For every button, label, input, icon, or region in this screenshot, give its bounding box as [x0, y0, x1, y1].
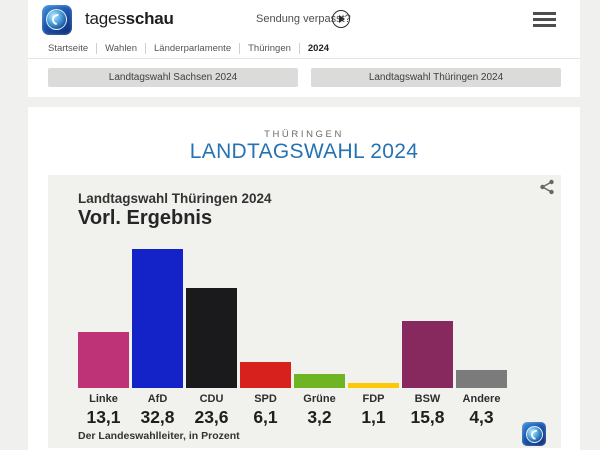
- bar-column-cdu: CDU 23,6: [186, 249, 237, 428]
- party-label: FDP: [362, 393, 385, 405]
- tagesschau-logo-icon: [522, 422, 546, 446]
- bar-column-fdp: FDP 1,1: [348, 249, 399, 428]
- bar-chart: Linke 13,1 AfD 32,8 CDU 23,6 SPD 6,1 Grüne 3,2 FDP…: [78, 249, 507, 428]
- header: tagesschau Sendung verpasst? Startseite W…: [28, 0, 580, 97]
- bar-wrap: [402, 249, 453, 388]
- bar-afd: [132, 249, 183, 388]
- bar-column-bsw: BSW 15,8: [402, 249, 453, 428]
- breadcrumb-item-wahlen[interactable]: Wahlen: [105, 42, 137, 54]
- tab-landtagswahl-thueringen[interactable]: Landtagswahl Thüringen 2024: [311, 68, 561, 87]
- tab-landtagswahl-sachsen[interactable]: Landtagswahl Sachsen 2024: [48, 68, 298, 87]
- breadcrumb-separator: [96, 42, 98, 54]
- bar-column-grüne: Grüne 3,2: [294, 249, 345, 428]
- menu-icon[interactable]: [533, 12, 556, 27]
- party-value: 32,8: [140, 407, 175, 427]
- bar-column-spd: SPD 6,1: [240, 249, 291, 428]
- sendung-verpasst-link[interactable]: Sendung verpasst?: [256, 13, 351, 25]
- bar-column-afd: AfD 32,8: [132, 249, 183, 428]
- party-value: 15,8: [410, 407, 445, 427]
- bar-wrap: [240, 249, 291, 388]
- party-label: Grüne: [303, 393, 336, 405]
- breadcrumb-item-2024[interactable]: 2024: [307, 42, 330, 54]
- bar-column-linke: Linke 13,1: [78, 249, 129, 428]
- party-label: BSW: [414, 393, 441, 405]
- share-icon[interactable]: [539, 179, 555, 195]
- menu-bar: [533, 12, 556, 15]
- tagesschau-logo-icon[interactable]: [42, 5, 72, 35]
- brand-wordmark[interactable]: tagesschau: [85, 9, 174, 29]
- breadcrumb-separator: [239, 42, 241, 54]
- breadcrumb-item-startseite[interactable]: Startseite: [48, 42, 89, 54]
- result-chart-card: Landtagswahl Thüringen 2024 Vorl. Ergebn…: [48, 175, 561, 448]
- play-triangle-icon: [339, 15, 345, 23]
- party-value: 6,1: [253, 407, 278, 427]
- bar-column-andere: Andere 4,3: [456, 249, 507, 428]
- menu-bar: [533, 23, 556, 27]
- brand-part1: tages: [85, 9, 126, 28]
- bar-wrap: [294, 249, 345, 388]
- bar-andere: [456, 370, 507, 388]
- brand-part2: schau: [125, 9, 174, 28]
- breadcrumb-item-thüringen[interactable]: Thüringen: [248, 42, 291, 54]
- party-value: 3,2: [307, 407, 332, 427]
- party-label: SPD: [254, 393, 277, 405]
- menu-bar: [533, 17, 556, 21]
- party-value: 4,3: [469, 407, 494, 427]
- party-value: 23,6: [194, 407, 229, 427]
- breadcrumb: Startseite Wahlen Länderparlamente Thüringe…: [28, 38, 580, 59]
- bar-fdp: [348, 383, 399, 388]
- bar-wrap: [186, 249, 237, 388]
- play-icon[interactable]: [332, 10, 350, 28]
- bar-spd: [240, 362, 291, 388]
- bar-wrap: [132, 249, 183, 388]
- chart-source: Der Landeswahlleiter, in Prozent: [78, 430, 240, 442]
- party-label: Linke: [89, 393, 118, 405]
- bar-wrap: [456, 249, 507, 388]
- bar-grüne: [294, 374, 345, 388]
- party-value: 1,1: [361, 407, 386, 427]
- party-label: AfD: [147, 393, 168, 405]
- globe-icon: [525, 425, 543, 443]
- breadcrumb-separator: [298, 42, 300, 54]
- party-value: 13,1: [86, 407, 121, 427]
- page-kicker: THÜRINGEN: [264, 129, 344, 140]
- main-content: THÜRINGEN LANDTAGSWAHL 2024 Landtagswahl…: [28, 107, 580, 450]
- page-title: LANDTAGSWAHL 2024: [189, 140, 419, 163]
- globe-icon: [46, 9, 67, 30]
- bar-bsw: [402, 321, 453, 388]
- bar-cdu: [186, 288, 237, 388]
- breadcrumb-item-länderparlamente[interactable]: Länderparlamente: [154, 42, 232, 54]
- chart-subtitle: Vorl. Ergebnis: [78, 207, 213, 229]
- party-label: CDU: [199, 393, 224, 405]
- bar-wrap: [348, 249, 399, 388]
- bar-wrap: [78, 249, 129, 388]
- chart-title: Landtagswahl Thüringen 2024: [78, 191, 272, 206]
- breadcrumb-separator: [145, 42, 146, 54]
- bar-linke: [78, 332, 129, 388]
- party-label: Andere: [462, 393, 501, 405]
